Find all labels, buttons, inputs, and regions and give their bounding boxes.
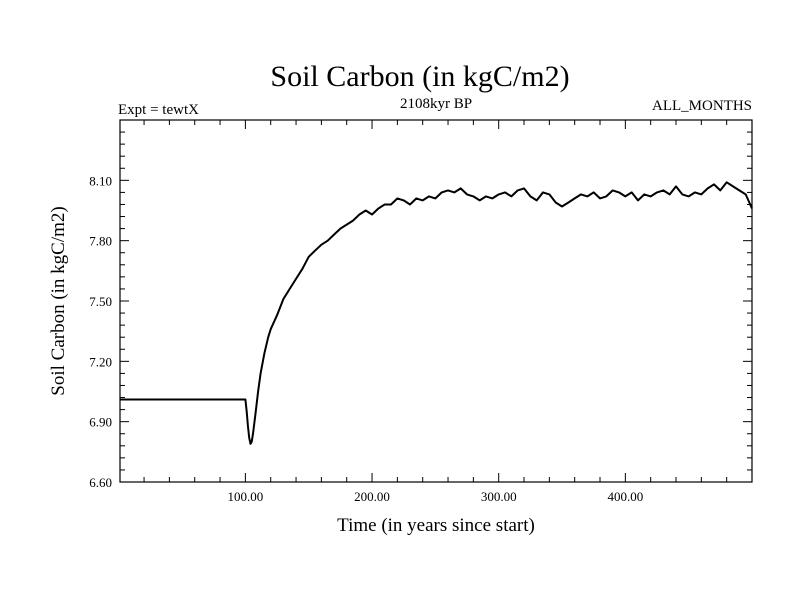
experiment-label: Expt = tewtX [118,102,199,118]
y-axis: 6.60 6.90 7.20 7.50 7.80 8.10 [89,173,752,490]
y-tick-label: 7.20 [89,354,112,369]
y-tick-label: 7.80 [89,234,112,249]
y-axis-label: Soil Carbon (in kgC/m2) [48,206,69,395]
minor-ticks [120,120,752,482]
x-tick-label: 200.00 [354,489,390,504]
y-tick-label: 7.50 [89,294,112,309]
y-tick-label: 6.90 [89,415,112,430]
period-label: 2108kyr BP [400,96,472,112]
plot-frame [119,119,753,483]
y-tick-label: 6.60 [89,475,112,490]
x-axis: 100.00 200.00 300.00 400.00 [228,120,643,504]
x-tick-label: 400.00 [607,489,643,504]
chart-title: Soil Carbon (in kgC/m2) [270,60,569,93]
x-tick-label: 100.00 [228,489,264,504]
x-tick-label: 300.00 [481,489,517,504]
months-label: ALL_MONTHS [652,98,752,114]
y-tick-label: 8.10 [89,173,112,188]
soil-carbon-line [120,181,753,445]
x-axis-label: Time (in years since start) [337,515,535,536]
